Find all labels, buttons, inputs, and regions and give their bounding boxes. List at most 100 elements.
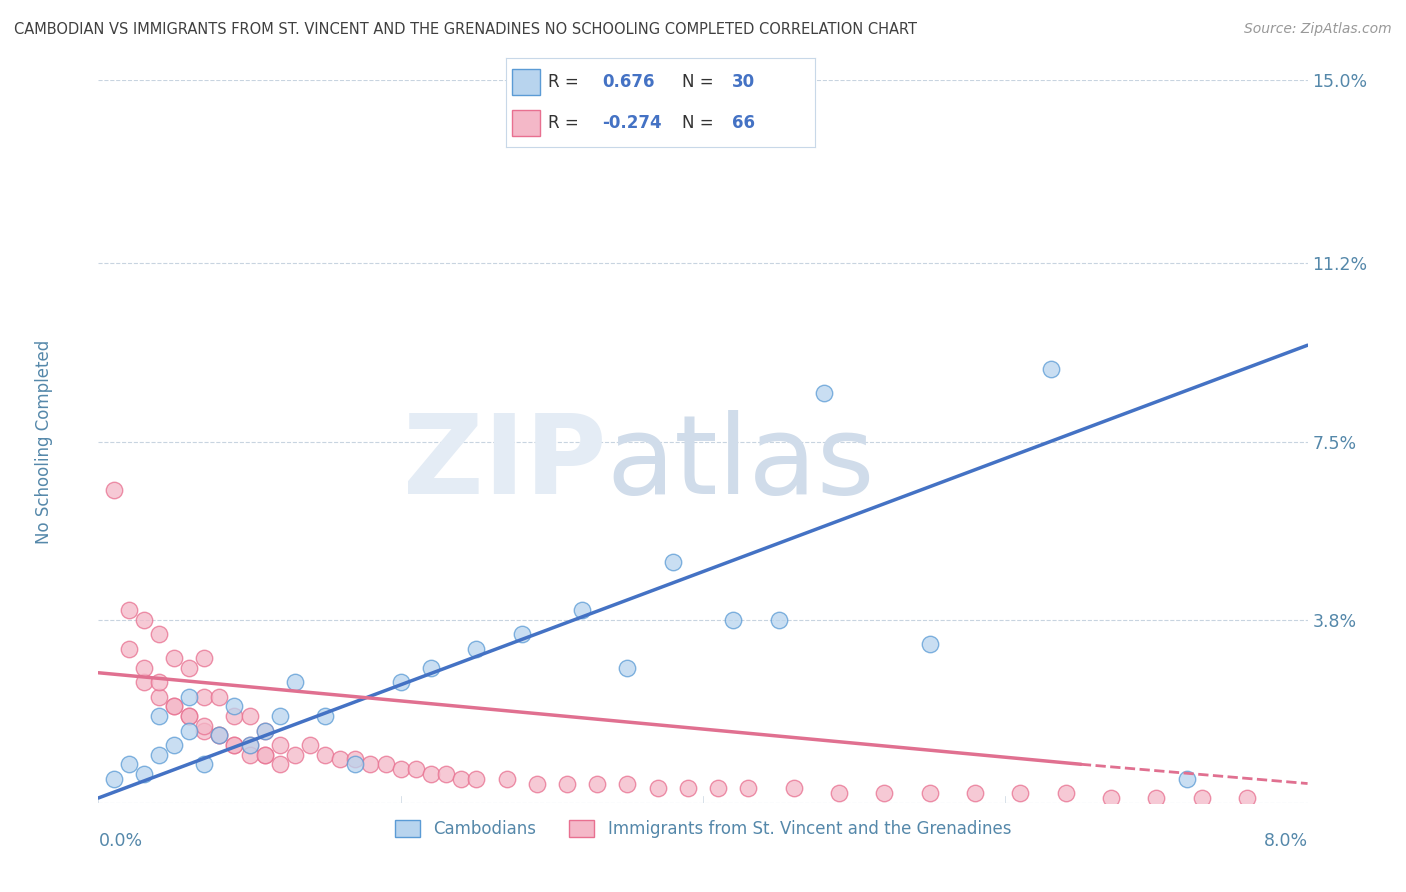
Point xyxy=(253,747,276,762)
Point xyxy=(224,738,246,752)
Text: -0.274: -0.274 xyxy=(602,114,662,132)
Text: CAMBODIAN VS IMMIGRANTS FROM ST. VINCENT AND THE GRENADINES NO SCHOOLING COMPLET: CAMBODIAN VS IMMIGRANTS FROM ST. VINCENT… xyxy=(14,22,917,37)
Point xyxy=(208,728,231,742)
Text: 8.0%: 8.0% xyxy=(1264,831,1308,850)
Point xyxy=(224,699,246,714)
Point xyxy=(873,786,896,800)
Point xyxy=(555,776,578,790)
Point xyxy=(132,661,155,675)
Text: R =: R = xyxy=(548,114,579,132)
Point xyxy=(208,728,231,742)
Point xyxy=(420,661,443,675)
Point xyxy=(707,781,730,796)
Point xyxy=(661,555,683,569)
Point xyxy=(1191,791,1213,805)
Point xyxy=(193,757,215,772)
Point xyxy=(132,613,155,627)
Legend: Cambodians, Immigrants from St. Vincent and the Grenadines: Cambodians, Immigrants from St. Vincent … xyxy=(388,814,1018,845)
Text: 0.0%: 0.0% xyxy=(98,831,142,850)
Text: N =: N = xyxy=(682,114,714,132)
Point xyxy=(193,690,215,704)
Point xyxy=(239,709,262,723)
Point xyxy=(179,709,201,723)
Point xyxy=(420,767,443,781)
Point xyxy=(118,603,141,617)
Point xyxy=(239,747,262,762)
Point xyxy=(465,641,488,656)
Point xyxy=(193,651,215,665)
Point xyxy=(965,786,987,800)
Point xyxy=(647,781,669,796)
Point xyxy=(118,757,141,772)
Point xyxy=(1175,772,1198,786)
Point xyxy=(284,747,307,762)
Point xyxy=(148,747,170,762)
Point xyxy=(239,738,262,752)
Point xyxy=(1010,786,1032,800)
Point xyxy=(208,728,231,742)
Point xyxy=(132,767,155,781)
Point xyxy=(148,709,170,723)
Point xyxy=(526,776,548,790)
Point xyxy=(1054,786,1077,800)
Point xyxy=(179,709,201,723)
Point xyxy=(163,699,186,714)
Text: No Schooling Completed: No Schooling Completed xyxy=(35,340,53,543)
Point xyxy=(389,675,412,690)
Text: ZIP: ZIP xyxy=(404,409,606,516)
Point xyxy=(1146,791,1168,805)
Point xyxy=(224,738,246,752)
Point xyxy=(103,483,125,497)
Point xyxy=(344,752,367,766)
Text: R =: R = xyxy=(548,73,579,91)
Text: 0.676: 0.676 xyxy=(602,73,655,91)
Point xyxy=(405,762,427,776)
Point xyxy=(737,781,759,796)
Point xyxy=(510,627,533,641)
Point xyxy=(193,723,215,738)
Point xyxy=(163,651,186,665)
Point xyxy=(284,675,307,690)
Point xyxy=(329,752,352,766)
Point xyxy=(1039,362,1062,376)
Point xyxy=(118,641,141,656)
Point xyxy=(299,738,322,752)
Point xyxy=(783,781,806,796)
Text: 66: 66 xyxy=(733,114,755,132)
Text: 30: 30 xyxy=(733,73,755,91)
Point xyxy=(193,719,215,733)
Point xyxy=(132,675,155,690)
Text: atlas: atlas xyxy=(606,409,875,516)
Point xyxy=(828,786,851,800)
Point xyxy=(616,776,638,790)
Point xyxy=(571,603,593,617)
Point xyxy=(389,762,412,776)
Point xyxy=(1099,791,1122,805)
Point xyxy=(103,772,125,786)
Point xyxy=(208,690,231,704)
Point xyxy=(918,786,941,800)
Point xyxy=(253,747,276,762)
Point xyxy=(374,757,396,772)
Bar xyxy=(512,69,540,95)
Point xyxy=(813,386,835,401)
Point xyxy=(314,747,336,762)
Point xyxy=(253,723,276,738)
Point xyxy=(163,699,186,714)
Point xyxy=(586,776,609,790)
Point xyxy=(360,757,382,772)
Point xyxy=(239,738,262,752)
Point xyxy=(269,757,291,772)
Point xyxy=(434,767,457,781)
Point xyxy=(148,690,170,704)
Point xyxy=(224,709,246,723)
Point xyxy=(269,738,291,752)
Text: N =: N = xyxy=(682,73,714,91)
Point xyxy=(148,675,170,690)
Point xyxy=(723,613,745,627)
Point xyxy=(179,723,201,738)
Point xyxy=(676,781,699,796)
Point xyxy=(495,772,517,786)
Point xyxy=(616,661,638,675)
Text: Source: ZipAtlas.com: Source: ZipAtlas.com xyxy=(1244,22,1392,37)
